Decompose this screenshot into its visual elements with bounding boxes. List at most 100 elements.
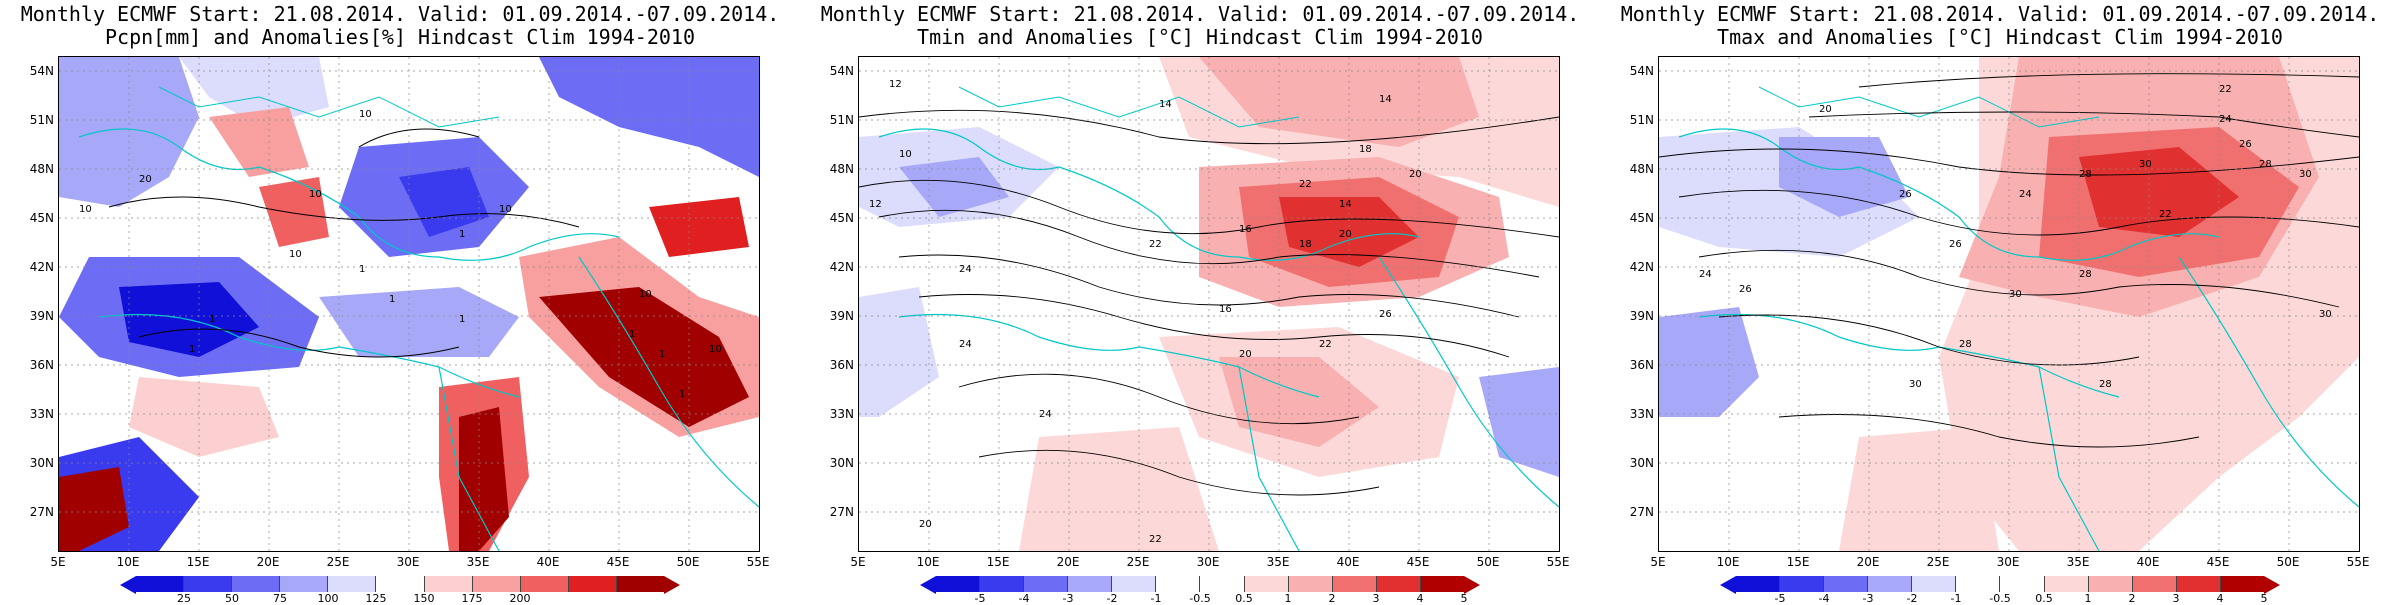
lon-label: 15E [986, 555, 1010, 569]
contour-label: 16 [1239, 224, 1252, 235]
lat-label: 42N [1629, 260, 1654, 274]
lat-label: 51N [829, 113, 854, 127]
colorbar-swatch [280, 576, 329, 592]
colorbar-swatch [1200, 576, 1245, 592]
colorbar [920, 576, 1480, 594]
contour-label: 10 [289, 249, 302, 260]
colorbar-label: 175 [461, 592, 483, 605]
colorbar-low-arrow [920, 576, 936, 594]
lat-label: 33N [29, 407, 54, 421]
lon-label: 10E [116, 555, 140, 569]
contour-label: 20 [139, 174, 152, 185]
colorbar-label: 5 [1460, 592, 1468, 605]
colorbar-swatch [2044, 576, 2089, 592]
lat-label: 36N [29, 358, 54, 372]
lat-label: 39N [829, 309, 854, 323]
lon-label: 40E [2136, 555, 2160, 569]
lat-label: 54N [1629, 64, 1654, 78]
colorbar-label: -0.5 [1989, 592, 2011, 605]
colorbar-label: 1 [1284, 592, 1292, 605]
contour-label: 24 [2219, 114, 2232, 125]
colorbar-label: 0.5 [2035, 592, 2053, 605]
colorbar-label: 150 [413, 592, 435, 605]
colorbar-label: 50 [225, 592, 239, 605]
colorbar-swatch [980, 576, 1025, 592]
contour-label: 24 [2019, 189, 2032, 200]
lat-label: 27N [29, 505, 54, 519]
contour-label: 14 [1339, 199, 1352, 210]
contour-label: 12 [869, 199, 882, 210]
lat-label: 27N [829, 505, 854, 519]
lon-label: 40E [536, 555, 560, 569]
colorbar-swatch [1112, 576, 1157, 592]
colorbar-high-arrow [664, 576, 680, 594]
panel-title-line1: Monthly ECMWF Start: 21.08.2014. Valid: … [820, 2, 1580, 26]
colorbar-low-arrow [120, 576, 136, 594]
contour-label: 10 [79, 204, 92, 215]
contour-label: 28 [2079, 169, 2092, 180]
contour-label: 16 [1219, 304, 1232, 315]
colorbar-high-arrow [1464, 576, 1480, 594]
lat-label: 51N [1629, 113, 1654, 127]
colorbar-swatch [328, 576, 377, 592]
contour-label: 1 [629, 329, 635, 340]
lon-label: 25E [1926, 555, 1950, 569]
colorbar-label: -1 [1950, 592, 1962, 605]
contour-label: 14 [1379, 94, 1392, 105]
contour-label: 10 [709, 344, 722, 355]
lon-label: 50E [1476, 555, 1500, 569]
lon-label: 10E [1716, 555, 1740, 569]
contour-label: 1 [679, 389, 685, 400]
lon-label: 30E [1996, 555, 2020, 569]
contour-label: 22 [2159, 209, 2172, 220]
contour-label: 30 [2319, 309, 2332, 320]
precipitation-map-svg: 10 20 10 10 10 1 1 10 1 1 1 1 10 1 1 1 1… [59, 57, 759, 551]
colorbar-swatch [1956, 576, 2001, 592]
contour-label: 18 [1359, 144, 1372, 155]
lon-label: 10E [916, 555, 940, 569]
contour-label: 10 [359, 109, 372, 120]
contour-label: 20 [1819, 104, 1832, 115]
contour-label: 20 [1409, 169, 1422, 180]
lat-label: 48N [1629, 162, 1654, 176]
contour-label: 26 [1949, 239, 1962, 250]
tmin-map-svg: 12 14 14 10 18 12 20 22 14 24 16 18 20 2… [859, 57, 1559, 551]
lat-label: 51N [29, 113, 54, 127]
colorbar-label: -3 [1062, 592, 1074, 605]
contour-label: 22 [1299, 179, 1312, 190]
panel-title-line2: Pcpn[mm] and Anomalies[%] Hindcast Clim … [104, 25, 695, 49]
contour-label: 22 [1149, 534, 1162, 545]
colorbar-label: 3 [2172, 592, 2180, 605]
contour-label: 28 [1959, 339, 1972, 350]
colorbar-swatch [376, 576, 425, 592]
contour-label: 1 [459, 314, 465, 325]
contour-label: 30 [2139, 159, 2152, 170]
colorbar-label: -4 [1018, 592, 1030, 605]
lon-label: 30E [396, 555, 420, 569]
contour-label: 10 [899, 149, 912, 160]
panel-title-line1: Monthly ECMWF Start: 21.08.2014. Valid: … [1620, 2, 2380, 26]
lat-label: 36N [1629, 358, 1654, 372]
lat-label: 42N [829, 260, 854, 274]
lat-label: 36N [829, 358, 854, 372]
lon-label: 35E [466, 555, 490, 569]
lon-label: 45E [606, 555, 630, 569]
colorbar-label: 125 [365, 592, 387, 605]
contour-label: 12 [889, 79, 902, 90]
lon-label: 35E [2066, 555, 2090, 569]
colorbar-swatch [1024, 576, 1069, 592]
colorbar-label: 200 [509, 592, 531, 605]
lat-label: 33N [1629, 407, 1654, 421]
panel-title-line1: Monthly ECMWF Start: 21.08.2014. Valid: … [20, 2, 780, 26]
colorbar-label: 2 [1328, 592, 1336, 605]
lon-label: 55E [2346, 555, 2370, 569]
colorbar-swatch [2088, 576, 2133, 592]
colorbar-swatch [472, 576, 521, 592]
lat-label: 45N [829, 211, 854, 225]
contour-label: 26 [1899, 189, 1912, 200]
contour-label: 20 [919, 519, 932, 530]
contour-label: 24 [959, 264, 972, 275]
contour-labels: 20 22 24 26 28 30 24 26 28 30 22 26 28 3… [1699, 84, 2332, 390]
colorbar-swatch [1288, 576, 1333, 592]
colorbar-label: 1 [2084, 592, 2092, 605]
